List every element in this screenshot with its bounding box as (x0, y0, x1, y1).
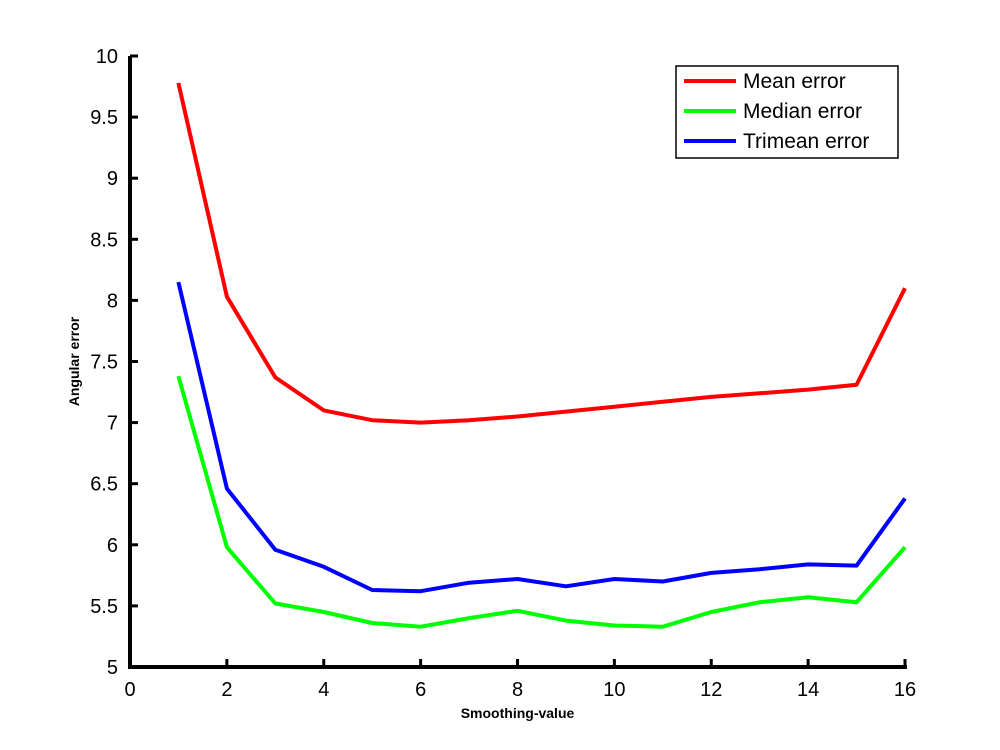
x-tick-label: 14 (797, 679, 819, 701)
y-tick-label: 7.5 (90, 352, 118, 374)
legend-label-1: Mean error (743, 70, 846, 93)
legend-label-2: Median error (743, 100, 862, 123)
y-tick-label: 10 (96, 46, 118, 68)
y-tick-label: 6.5 (90, 474, 118, 496)
x-tick-label: 10 (603, 679, 625, 701)
x-tick-label: 6 (415, 679, 426, 701)
y-tick-label: 5.5 (90, 596, 118, 618)
x-tick-label: 0 (124, 679, 135, 701)
series-layer (176, 82, 907, 629)
series-line-3 (176, 281, 907, 594)
legend: Mean error Median error Trimean error (675, 65, 899, 159)
series-line-1 (176, 82, 907, 425)
y-tick-label: 6 (107, 535, 118, 557)
y-tick-label: 9 (107, 168, 118, 190)
y-tick-label: 8 (107, 290, 118, 312)
x-tick-label: 8 (512, 679, 523, 701)
y-tick-label: 8.5 (90, 229, 118, 251)
y-tick-label: 7 (107, 413, 118, 435)
x-tick-label: 12 (700, 679, 722, 701)
x-tick-label: 4 (318, 679, 329, 701)
x-tick-label: 16 (894, 679, 916, 701)
x-tick-label: 2 (221, 679, 232, 701)
series-line-2 (176, 375, 907, 629)
legend-label-3: Trimean error (743, 130, 869, 153)
y-tick-label: 9.5 (90, 107, 118, 129)
y-tick-label: 5 (107, 657, 118, 679)
y-axis-label: Angular error (66, 316, 82, 406)
x-axis-label: Smoothing-value (461, 705, 575, 721)
ticks-layer: 0 2 4 6 8 10 12 14 16 5 5.5 6 6.5 7 7.5 8 8.5 9 9.5 10 (90, 46, 916, 701)
